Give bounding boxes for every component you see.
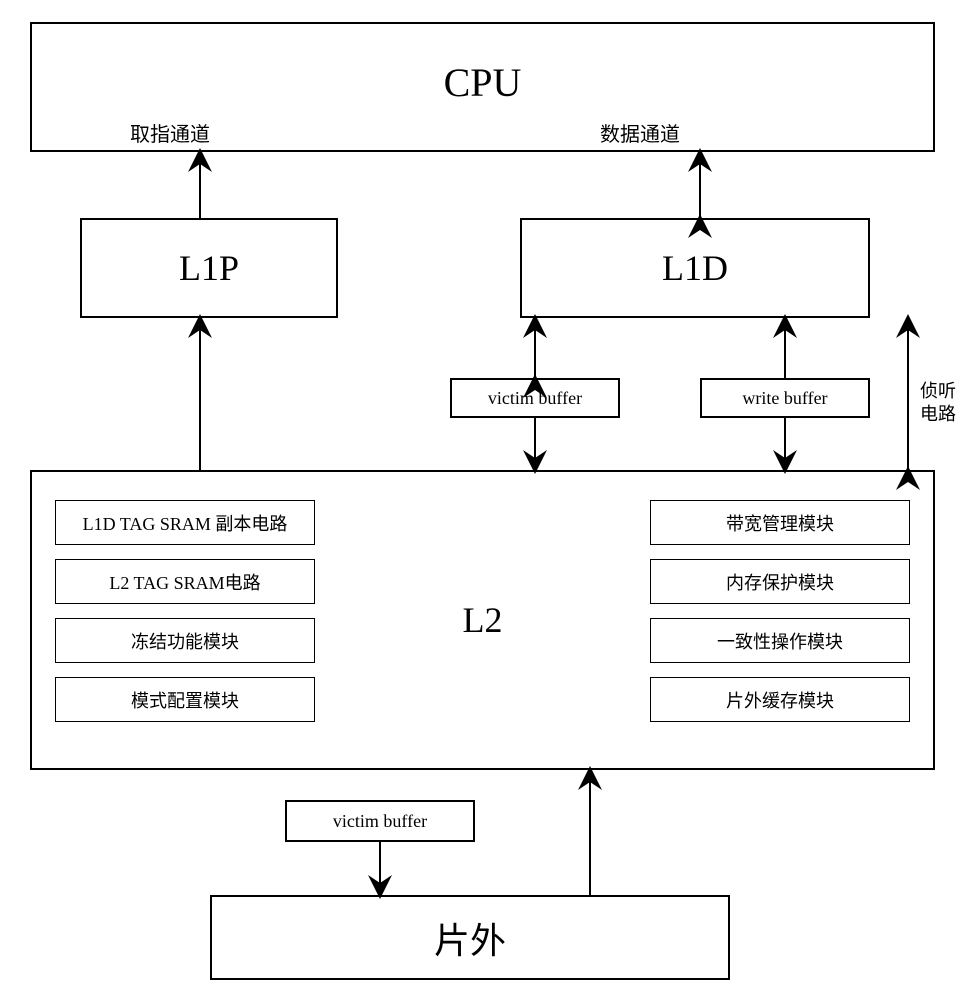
data-channel-label: 数据通道	[600, 118, 680, 147]
victim-buffer-bottom: victim buffer	[285, 800, 475, 842]
l2-left-module-2-label: 冻结功能模块	[131, 628, 239, 654]
write-buffer-label: write buffer	[742, 388, 827, 409]
l1p-block: L1P	[80, 218, 338, 318]
l2-right-module-3-label: 片外缓存模块	[726, 687, 834, 713]
l2-right-module-0: 带宽管理模块	[650, 500, 910, 545]
l1d-block: L1D	[520, 218, 870, 318]
cpu-label: CPU	[444, 59, 522, 106]
l2-right-module-1: 内存保护模块	[650, 559, 910, 604]
offchip-label: 片外	[434, 912, 506, 964]
l1d-label: L1D	[662, 247, 728, 289]
write-buffer: write buffer	[700, 378, 870, 418]
l2-left-module-0: L1D TAG SRAM 副本电路	[55, 500, 315, 545]
l2-label: L2	[463, 599, 503, 641]
l2-left-module-0-label: L1D TAG SRAM 副本电路	[83, 510, 288, 536]
victim-buffer-bottom-label: victim buffer	[333, 811, 427, 832]
l2-right-module-0-label: 带宽管理模块	[726, 510, 834, 536]
l2-left-module-1-label: L2 TAG SRAM电路	[109, 569, 260, 595]
l2-right-module-1-label: 内存保护模块	[726, 569, 834, 595]
l2-right-module-3: 片外缓存模块	[650, 677, 910, 722]
l2-left-module-3-label: 模式配置模块	[131, 687, 239, 713]
l2-left-module-3: 模式配置模块	[55, 677, 315, 722]
l2-right-module-2-label: 一致性操作模块	[717, 628, 843, 654]
l2-left-module-1: L2 TAG SRAM电路	[55, 559, 315, 604]
l2-left-module-2: 冻结功能模块	[55, 618, 315, 663]
l2-right-module-2: 一致性操作模块	[650, 618, 910, 663]
offchip-block: 片外	[210, 895, 730, 980]
victim-buffer-top: victim buffer	[450, 378, 620, 418]
l1p-label: L1P	[179, 247, 239, 289]
victim-buffer-top-label: victim buffer	[488, 388, 582, 409]
fetch-channel-label: 取指通道	[130, 118, 210, 147]
snoop-label: 侦听 电路	[920, 380, 956, 427]
